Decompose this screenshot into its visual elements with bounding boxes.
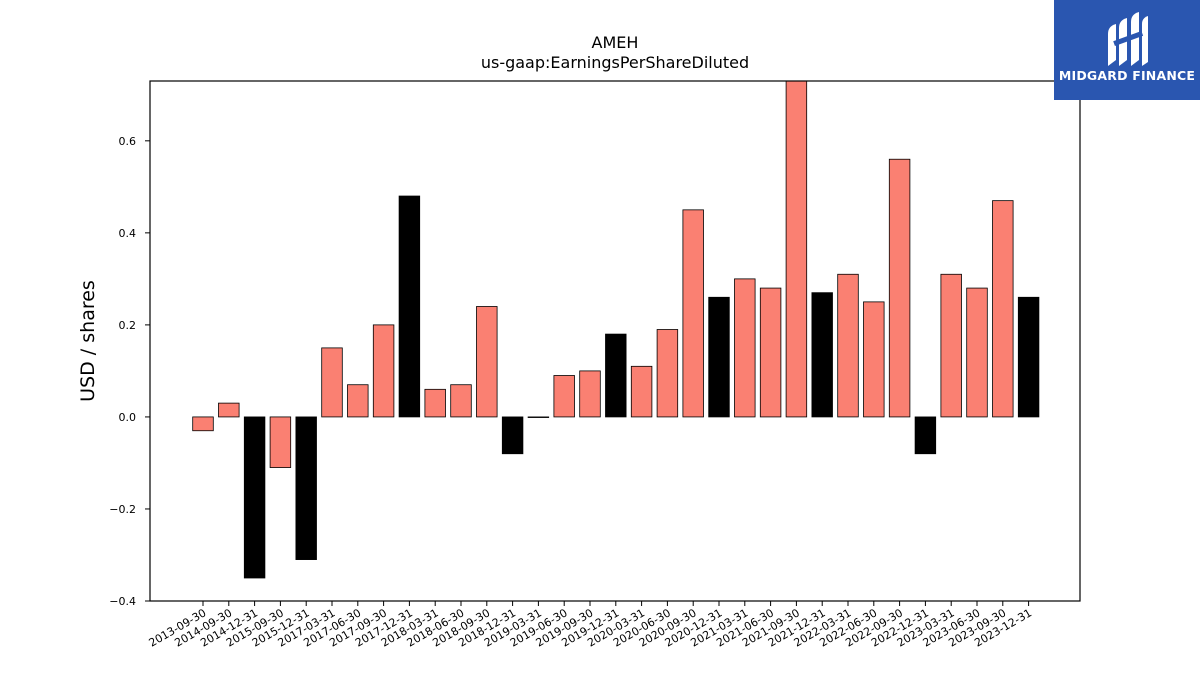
bar-2020-09-30 [682,209,704,418]
bar-2021-12-31 [811,292,833,418]
bar-2021-06-30 [759,287,782,418]
bar-2023-03-31 [940,273,962,418]
chart-subtitle: us-gaap:EarningsPerShareDiluted [481,53,749,72]
bar-2021-03-31 [734,278,756,418]
bar-2023-09-30 [992,200,1014,418]
y-tick-label: 0.6 [119,135,137,148]
bar-2014-12-31 [243,416,266,579]
bar-2021-09-30 [785,80,808,418]
bar-2018-09-30 [476,306,498,418]
plot-frame [149,80,1081,602]
bar-2013-09-30 [192,416,214,432]
y-tick-label: 0.0 [119,411,137,424]
y-axis-label: USD / shares [77,280,99,402]
bar-2019-03-31 [527,416,550,418]
bar-2019-06-30 [553,375,575,418]
bar-2020-12-31 [708,296,730,418]
y-tick-label: −0.2 [109,503,136,516]
midgard-finance-logo: MIDGARD FINANCE [1054,0,1200,100]
bar-2014-09-30 [218,402,240,418]
bar-2020-03-31 [630,365,653,418]
bar-2015-09-30 [269,416,292,468]
bar-2015-12-31 [295,416,317,560]
bar-2018-03-31 [424,388,446,418]
bar-2017-03-31 [321,347,343,418]
bar-2017-06-30 [347,384,369,418]
bar-2022-12-31 [914,416,937,455]
bar-2017-09-30 [372,324,395,418]
x-axis-ticks: 2013-09-302014-09-302014-12-312015-09-30… [147,601,1034,650]
bar-2019-09-30 [579,370,601,418]
y-axis-ticks: −0.4 −0.2 0.0 0.2 0.4 0.6 [109,135,150,608]
y-tick-label: 0.4 [119,227,137,240]
y-tick-label: 0.2 [119,319,137,332]
bar-2022-03-31 [837,273,859,418]
chart-title: AMEH [592,33,639,52]
midgard-logo-icon [1108,12,1148,66]
bar-2023-06-30 [966,287,988,418]
bar-2022-06-30 [863,301,885,418]
bar-2018-12-31 [501,416,524,455]
bar-2022-09-30 [888,158,911,418]
bar-2019-12-31 [605,333,627,418]
bars-group [192,80,1040,579]
y-tick-label: −0.4 [109,595,136,608]
bar-2020-06-30 [656,329,679,418]
bar-2023-12-31 [1017,296,1040,418]
bar-2017-12-31 [398,195,421,418]
bar-2018-06-30 [450,384,472,418]
logo-text: MIDGARD FINANCE [1058,68,1196,83]
